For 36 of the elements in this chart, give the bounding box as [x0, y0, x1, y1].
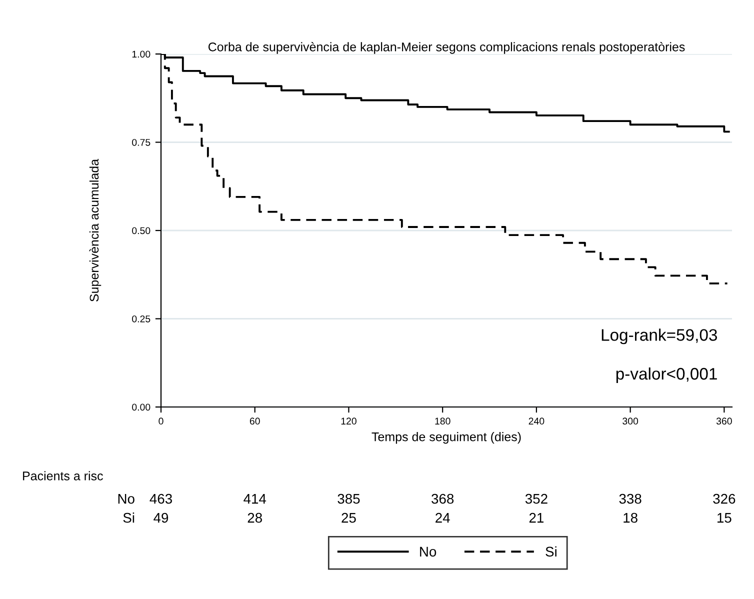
text: 49	[154, 512, 168, 523]
y-tick-label: 0.00	[132, 404, 150, 411]
x-tick-label: 240	[528, 418, 544, 425]
x-axis-title: Temps de seguiment (dies)	[372, 432, 521, 444]
y-tick-label: 0.75	[132, 138, 150, 146]
x-tick-label: 180	[435, 418, 450, 425]
annotation: p-valor<0,001	[616, 367, 717, 383]
x-tick-label: 120	[341, 418, 356, 425]
x-tick-label: 60	[250, 418, 260, 425]
x-tick-label: 360	[716, 418, 732, 425]
x-tick-label: 300	[622, 418, 638, 425]
text: 368	[432, 494, 454, 504]
y-tick-label: 0.50	[132, 227, 150, 234]
text: 338	[619, 494, 642, 504]
text: 18	[624, 512, 638, 523]
text: 25	[342, 512, 356, 523]
text: 24	[436, 512, 450, 523]
y-tick-label: 1.00	[132, 50, 150, 58]
text: 352	[525, 494, 548, 504]
text: 414	[244, 494, 266, 504]
x-tick-label: 0	[158, 418, 164, 425]
text: 15	[718, 513, 732, 523]
text: 28	[248, 512, 262, 523]
text: Pacients a risc	[23, 471, 103, 480]
y-axis-title: Supervivència acumulada	[89, 158, 102, 302]
legend-label: Si	[546, 546, 556, 557]
legend-label: No	[420, 546, 436, 557]
text: 463	[150, 494, 172, 504]
text: 21	[529, 512, 544, 523]
text: 326	[713, 494, 736, 504]
y-tick-label: 0.25	[132, 315, 150, 322]
text: Si	[123, 512, 134, 523]
text: No	[118, 494, 134, 504]
text: 385	[338, 494, 360, 504]
chart-title: Corba de supervivència de kaplan-Meier segons complicacions renals postoperatòries	[208, 42, 685, 54]
annotation: Log-rank=59,03	[602, 328, 717, 344]
